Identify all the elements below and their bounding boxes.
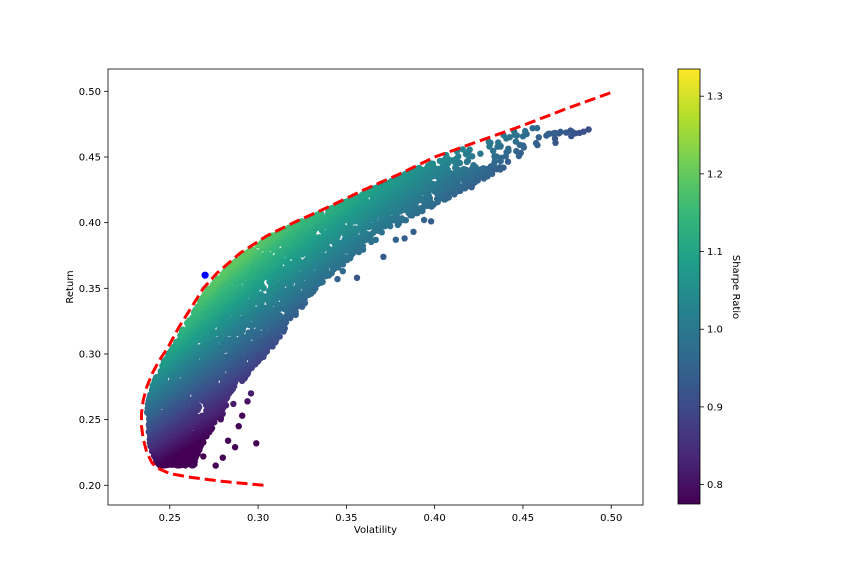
portfolio-point <box>463 177 470 184</box>
portfolio-point <box>473 173 481 180</box>
x-axis-label: Volatility <box>354 525 397 536</box>
y-tick-label: 0.30 <box>79 349 101 360</box>
portfolio-point <box>219 454 226 461</box>
portfolio-point <box>491 153 498 161</box>
portfolio-point <box>245 329 252 336</box>
x-tick-label: 0.50 <box>600 513 622 524</box>
portfolio-point <box>231 444 239 451</box>
colorbar-tick-label: 1.0 <box>707 325 723 336</box>
portfolio-point <box>292 306 299 313</box>
colorbar-gradient <box>678 69 700 504</box>
portfolio-point <box>254 352 262 359</box>
x-tick-label: 0.25 <box>159 513 181 524</box>
portfolio-point <box>235 423 242 430</box>
portfolio-point <box>440 164 447 171</box>
x-axis: 0.25 0.30 0.35 0.40 0.45 0.50 <box>159 505 622 524</box>
portfolio-point <box>468 184 475 191</box>
colorbar-label: Sharpe Ratio <box>730 255 741 319</box>
plot-area <box>107 68 644 506</box>
portfolio-point <box>466 146 473 153</box>
portfolio-point <box>420 216 428 224</box>
portfolio-point <box>545 130 552 138</box>
portfolio-point <box>186 458 193 465</box>
portfolio-point <box>230 400 237 408</box>
portfolio-point <box>239 412 246 419</box>
portfolio-point <box>334 275 341 283</box>
portfolio-point <box>247 390 255 397</box>
portfolio-point <box>200 453 207 460</box>
portfolio-point <box>470 162 477 169</box>
colorbar-ticks: 0.8 0.9 1.0 1.1 1.2 1.3 <box>700 92 723 491</box>
max-sharpe-layer <box>201 271 209 279</box>
colorbar-tick-label: 0.8 <box>707 480 723 491</box>
portfolio-point <box>551 135 559 142</box>
portfolio-point <box>454 178 461 186</box>
portfolio-point <box>179 326 187 333</box>
portfolio-point <box>496 165 504 172</box>
y-tick-label: 0.50 <box>79 87 101 98</box>
colorbar-tick-label: 1.1 <box>707 247 723 258</box>
portfolio-point <box>557 128 564 135</box>
portfolio-point <box>535 134 542 141</box>
y-tick-label: 0.20 <box>79 481 101 492</box>
colorbar-tick-label: 1.2 <box>707 169 723 180</box>
portfolio-point <box>401 235 408 242</box>
y-axis-label: Return <box>65 270 76 303</box>
colorbar-tick-label: 0.9 <box>707 402 723 413</box>
y-tick-label: 0.35 <box>79 284 101 295</box>
portfolio-point <box>339 268 346 275</box>
portfolio-point <box>424 182 431 190</box>
portfolio-point <box>563 129 570 136</box>
portfolio-point <box>152 374 160 381</box>
x-tick-label: 0.30 <box>247 513 269 524</box>
portfolio-point <box>244 398 251 405</box>
portfolio-point <box>532 139 540 147</box>
portfolio-point <box>313 211 321 219</box>
portfolio-point <box>299 303 306 310</box>
y-tick-label: 0.40 <box>79 218 101 229</box>
portfolio-point <box>410 228 417 235</box>
colorbar: 0.8 0.9 1.0 1.1 1.2 1.3 Sharpe Ratio <box>677 68 741 505</box>
y-tick-label: 0.25 <box>79 415 101 426</box>
portfolio-point <box>585 126 592 133</box>
portfolio-point <box>253 440 260 447</box>
portfolio-point <box>443 184 451 191</box>
portfolio-point <box>477 150 484 157</box>
x-tick-label: 0.40 <box>424 513 446 524</box>
portfolio-point <box>173 338 180 346</box>
portfolio-point <box>186 317 193 324</box>
max-sharpe-point <box>201 271 209 279</box>
portfolio-point <box>449 174 456 182</box>
colorbar-tick-label: 1.3 <box>707 92 723 103</box>
portfolio-point <box>221 268 228 275</box>
portfolio-point <box>224 437 232 444</box>
portfolio-point <box>353 274 361 281</box>
x-tick-label: 0.35 <box>335 513 357 524</box>
portfolio-point <box>380 253 387 260</box>
portfolio-point <box>505 145 512 152</box>
portfolio-point <box>263 337 271 344</box>
portfolio-point <box>433 169 440 176</box>
y-axis: 0.20 0.25 0.30 0.35 0.40 0.45 0.50 <box>79 87 108 492</box>
portfolio-point <box>392 236 399 243</box>
portfolio-point <box>212 462 219 469</box>
y-tick-label: 0.45 <box>79 152 101 163</box>
portfolio-point <box>417 172 424 179</box>
portfolio-point <box>512 138 519 145</box>
portfolio-point <box>495 139 502 146</box>
portfolio-point <box>486 143 493 150</box>
portfolio-point <box>522 127 529 135</box>
portfolio-point <box>513 147 520 155</box>
scatter-cloud <box>143 125 592 469</box>
x-tick-label: 0.45 <box>512 513 534 524</box>
portfolio-point <box>427 218 435 225</box>
portfolio-point <box>533 124 541 132</box>
portfolio-point <box>436 157 444 165</box>
